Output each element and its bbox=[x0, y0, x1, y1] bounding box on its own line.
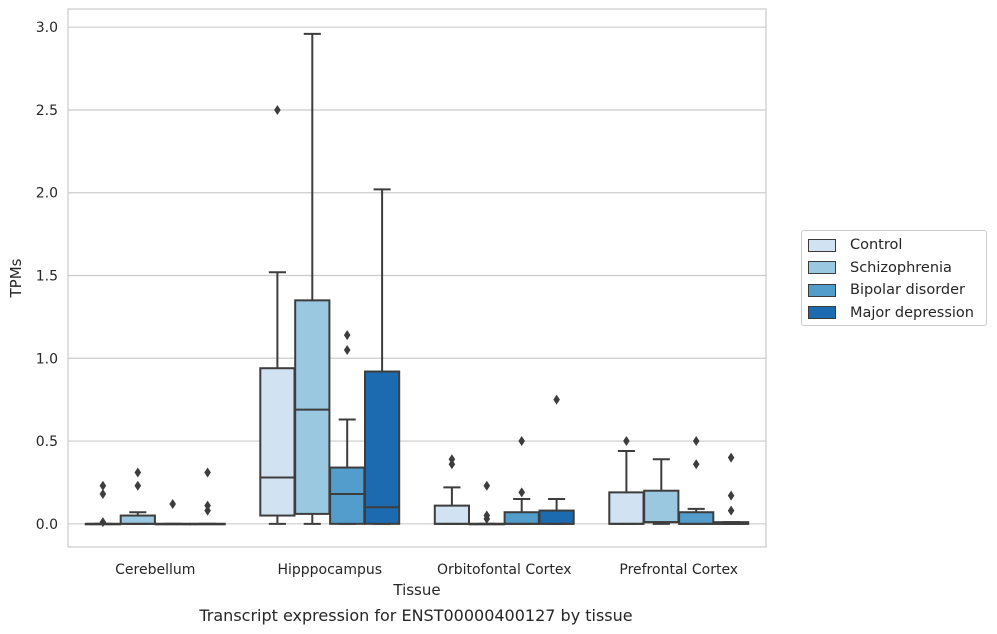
outlier-point bbox=[518, 436, 525, 447]
x-tick-labels: Cerebellum Hipppocampus Orbitofontal Corte… bbox=[115, 562, 738, 578]
outlier-point bbox=[483, 510, 491, 521]
outlier-point bbox=[99, 489, 107, 500]
outlier-point bbox=[204, 467, 211, 478]
legend-swatch bbox=[808, 238, 836, 252]
chart-caption: Transcript expression for ENST0000040012… bbox=[199, 606, 633, 625]
iqr-box bbox=[643, 489, 680, 524]
outlier-point bbox=[99, 517, 107, 528]
outlier-point bbox=[99, 480, 107, 491]
box-0-3 bbox=[189, 467, 226, 526]
y-tick-label: 2.5 bbox=[36, 103, 58, 119]
y-tick-label: 0.5 bbox=[36, 434, 58, 450]
box-3-1 bbox=[643, 458, 680, 525]
legend-label: Bipolar disorder bbox=[850, 282, 965, 298]
outlier-point bbox=[727, 452, 735, 463]
plot-frame bbox=[67, 8, 767, 548]
x-axis-title: Tissue bbox=[392, 581, 440, 599]
y-tick-label: 1.0 bbox=[36, 351, 58, 367]
y-tick-label: 3.0 bbox=[36, 20, 58, 36]
box-1-1 bbox=[294, 32, 331, 525]
box-2-1 bbox=[468, 480, 505, 526]
box-1-0 bbox=[259, 104, 296, 525]
grid-lines bbox=[68, 26, 766, 525]
outlier-point bbox=[518, 487, 525, 498]
x-tick-label: Hipppocampus bbox=[277, 562, 382, 578]
box-1-2 bbox=[329, 330, 366, 525]
legend-item: Control bbox=[808, 235, 902, 255]
x-tick-label: Orbitofontal Cortex bbox=[437, 562, 572, 578]
box-3-3 bbox=[712, 452, 750, 525]
iqr-box bbox=[119, 514, 156, 525]
outlier-point bbox=[343, 345, 351, 356]
legend-item: Major depression bbox=[808, 303, 974, 323]
outlier-point bbox=[692, 459, 700, 470]
y-tick-label: 1.5 bbox=[36, 269, 58, 285]
outlier-point bbox=[134, 480, 142, 491]
iqr-box bbox=[678, 511, 715, 525]
legend-swatch bbox=[808, 261, 836, 274]
box-3-0 bbox=[608, 436, 645, 525]
box-0-0 bbox=[84, 480, 122, 528]
outlier-point bbox=[727, 505, 735, 516]
legend-item: Schizophrenia bbox=[808, 258, 952, 278]
iqr-box bbox=[538, 509, 575, 525]
box-2-2 bbox=[503, 436, 540, 525]
iqr-box bbox=[503, 511, 540, 525]
box-1-3 bbox=[363, 188, 401, 525]
outlier-point bbox=[134, 467, 142, 478]
box-layer bbox=[84, 32, 750, 528]
iqr-box bbox=[259, 367, 296, 517]
legend-swatch bbox=[808, 283, 836, 297]
outlier-point bbox=[553, 394, 560, 405]
legend: Control Schizophrenia Bipolar disorder Majo… bbox=[801, 230, 987, 326]
iqr-box bbox=[608, 491, 645, 525]
box-2-3 bbox=[538, 394, 575, 525]
iqr-box bbox=[433, 504, 471, 525]
y-axis-title: TPMs bbox=[7, 258, 25, 298]
iqr-box bbox=[329, 466, 366, 525]
outlier-point bbox=[448, 454, 456, 465]
legend-label: Schizophrenia bbox=[850, 259, 952, 276]
y-tick-label: 2.0 bbox=[36, 186, 58, 202]
box-0-1 bbox=[119, 467, 156, 525]
outlier-point bbox=[274, 104, 281, 115]
iqr-box bbox=[363, 370, 401, 525]
outlier-point bbox=[204, 500, 211, 511]
box-0-2 bbox=[154, 498, 191, 526]
legend-label: Control bbox=[850, 237, 903, 253]
outlier-point bbox=[692, 436, 700, 447]
y-tick-labels: 0.0 0.5 1.0 1.5 2.0 2.5 3.0 bbox=[36, 20, 58, 533]
outlier-point bbox=[727, 490, 735, 501]
x-tick-label: Cerebellum bbox=[115, 562, 195, 578]
x-tick-label: Prefrontal Cortex bbox=[619, 562, 738, 578]
y-tick-label: 0.0 bbox=[36, 517, 58, 533]
legend-swatch bbox=[808, 306, 836, 319]
outlier-point bbox=[343, 330, 351, 341]
outlier-point bbox=[169, 498, 176, 509]
box-2-0 bbox=[433, 454, 471, 525]
legend-item: Bipolar disorder bbox=[808, 280, 965, 300]
box-3-2 bbox=[678, 436, 715, 525]
outlier-point bbox=[623, 436, 630, 447]
legend-label: Major depression bbox=[850, 304, 974, 321]
iqr-box bbox=[294, 299, 331, 515]
outlier-point bbox=[483, 480, 491, 491]
